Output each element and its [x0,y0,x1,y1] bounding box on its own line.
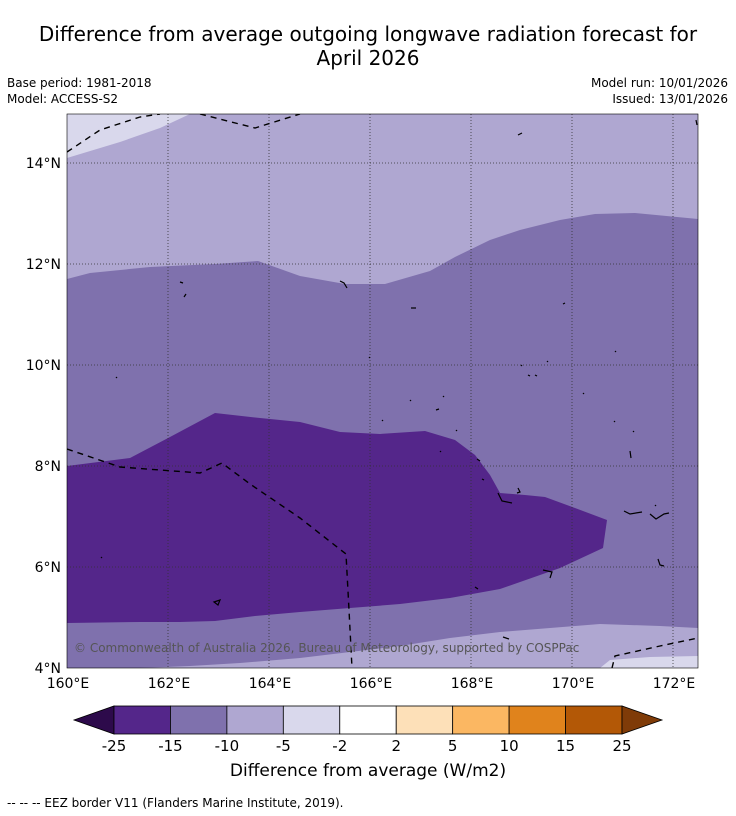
colorbar-segment [339,705,397,735]
colorbar-segment [508,705,566,735]
eez-footnote: -- -- -- EEZ border V11 (Flanders Marine… [7,796,344,810]
lon-label: 168°E [451,676,494,692]
lon-label: 170°E [552,676,595,692]
colorbar-segment [113,705,171,735]
lon-label: 172°E [653,676,696,692]
colorbar-tick-label: -10 [215,737,240,755]
copyright-notice: © Commonwealth of Australia 2026, Bureau… [74,641,580,655]
issued-date: Issued: 13/01/2026 [612,92,728,106]
lat-label: 12°N [26,257,61,273]
model-name: Model: ACCESS-S2 [7,92,119,106]
lon-label: 166°E [350,676,393,692]
meta-left: Base period: 1981-2018 Model: ACCESS-S2 [7,75,152,107]
lat-label: 4°N [35,661,61,677]
meta-right: Model run: 10/01/2026 Issued: 13/01/2026 [591,75,728,107]
map-frame [66,113,699,669]
lon-axis-labels: 160°E 162°E 164°E 166°E 168°E 170°E 172°… [47,676,696,692]
base-period: Base period: 1981-2018 [7,76,152,90]
colorbar-segment [170,705,228,735]
colorbar-tick-label: -15 [158,737,183,755]
colorbar-arrow-high [621,705,664,735]
colorbar-tick-label: -25 [102,737,127,755]
colorbar-segment [226,705,284,735]
map-fill [67,114,698,668]
lat-axis-labels: 14°N 12°N 10°N 8°N 6°N 4°N [26,156,61,677]
anomaly-band-minus5-north [67,114,190,158]
colorbar-label: Difference from average (W/m2) [229,761,507,781]
eez-borders [67,114,698,668]
colorbar-tick-label: -5 [276,737,291,755]
colorbar-arrow-low [72,705,115,735]
colorbar-tick-label: 5 [448,737,458,755]
colorbar-segment [565,705,623,735]
colorbar-segment [452,705,510,735]
lat-label: 14°N [26,156,61,172]
title-line-2: April 2026 [316,46,420,70]
colorbar-tick-label: 15 [556,737,575,755]
map-title: Difference from average outgoing longwav… [0,22,736,70]
lon-label: 164°E [249,676,292,692]
anomaly-band-minus5-south [600,656,698,668]
lon-label: 162°E [148,676,191,692]
gridlines [67,114,698,668]
lat-label: 10°N [26,358,61,374]
colorbar-tick-label: -2 [332,737,347,755]
anomaly-band-minus25 [67,413,607,623]
islands [100,119,698,640]
lat-label: 6°N [35,560,61,576]
colorbar-segment [395,705,454,735]
colorbar-segment [282,705,341,735]
lat-label: 8°N [35,459,61,475]
colorbar: -25 -15 -10 -5 -2 2 5 10 15 25 [72,705,664,755]
colorbar-tick-label: 2 [391,737,401,755]
lon-label: 160°E [47,676,90,692]
colorbar-tick-label: 10 [500,737,519,755]
title-line-1: Difference from average outgoing longwav… [38,22,698,46]
colorbar-tick-label: 25 [612,737,631,755]
model-run: Model run: 10/01/2026 [590,76,728,90]
